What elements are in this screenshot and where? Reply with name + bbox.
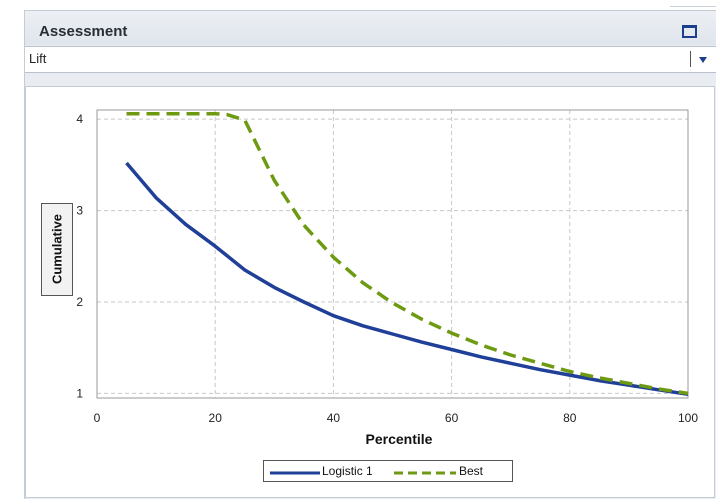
series-line-best [127, 114, 689, 394]
legend-swatch-logistic [270, 471, 320, 475]
x-axis-label: Percentile [366, 431, 433, 447]
x-axis-ticks: 0 20 40 60 80 100 [94, 411, 699, 425]
chart-grid [97, 110, 688, 398]
legend-swatch-best [394, 471, 456, 475]
x-tick-label: 100 [678, 411, 698, 425]
x-tick-label: 80 [563, 411, 577, 425]
y-tick-label: 2 [76, 295, 83, 309]
plot-area-border [97, 110, 688, 398]
y-tick-label: 4 [76, 112, 83, 126]
y-axis-ticks: 1 2 3 4 [76, 112, 83, 400]
x-tick-label: 0 [94, 411, 101, 425]
y-axis-label: Cumulative [50, 214, 65, 284]
x-tick-label: 40 [327, 411, 341, 425]
chart-legend: Logistic 1 Best [263, 460, 513, 482]
y-tick-label: 3 [76, 204, 83, 218]
series-line-logistic [127, 163, 689, 394]
legend-label-best: Best [459, 464, 483, 478]
x-tick-label: 20 [209, 411, 223, 425]
y-tick-label: 1 [76, 386, 83, 400]
x-tick-label: 60 [445, 411, 459, 425]
chart-series [127, 114, 689, 395]
legend-label-logistic: Logistic 1 [322, 464, 373, 478]
